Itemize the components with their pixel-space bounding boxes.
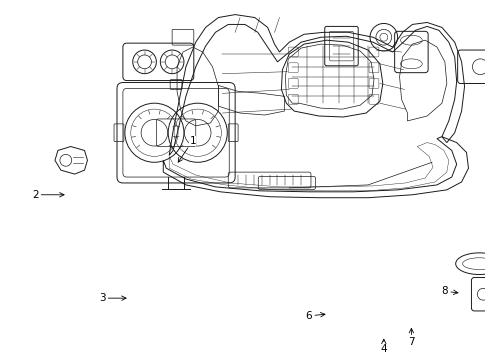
Text: 8: 8: [441, 286, 457, 296]
Text: 10: 10: [0, 359, 1, 360]
Text: 5: 5: [0, 359, 1, 360]
Text: 11: 11: [0, 359, 1, 360]
Text: 3: 3: [99, 293, 126, 303]
Text: 6: 6: [305, 311, 325, 321]
Text: 14: 14: [0, 359, 1, 360]
Text: 7: 7: [407, 328, 414, 347]
Text: 2: 2: [32, 190, 64, 200]
Text: 13: 13: [0, 359, 1, 360]
Text: 9: 9: [0, 359, 1, 360]
Text: 1: 1: [178, 136, 196, 162]
Text: 12: 12: [0, 359, 1, 360]
Text: 4: 4: [380, 339, 386, 354]
